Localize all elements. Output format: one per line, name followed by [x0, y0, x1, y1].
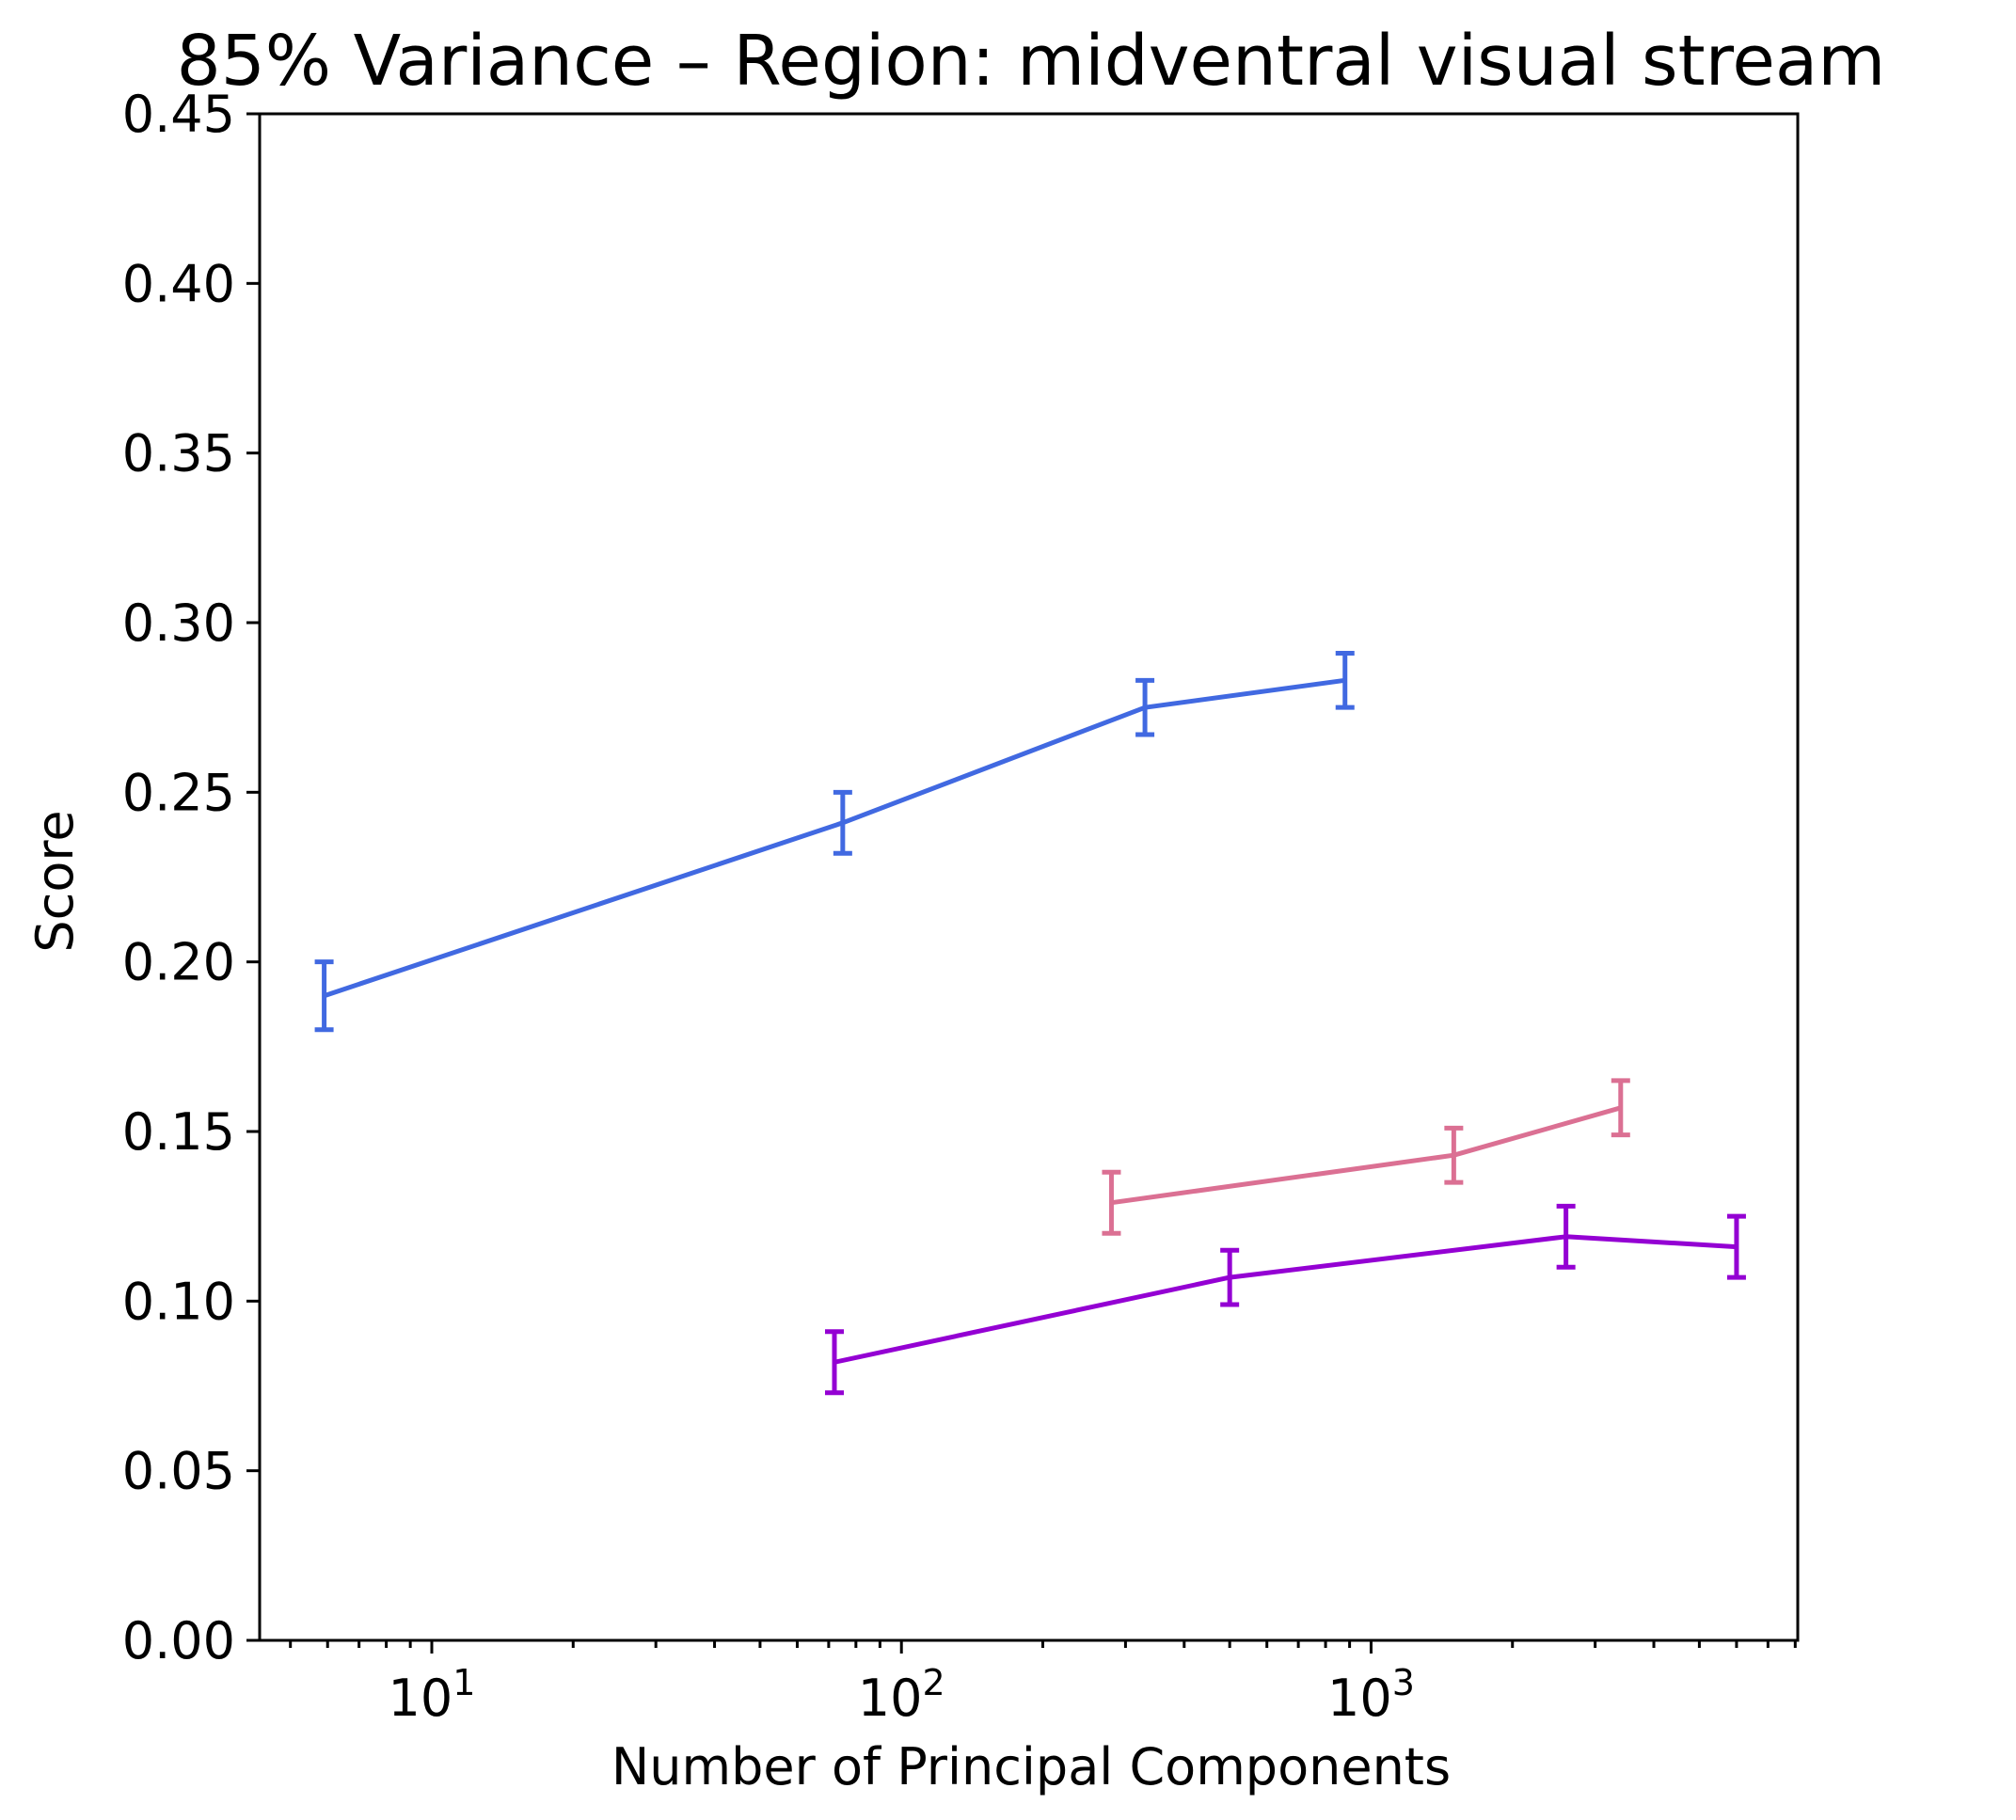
x-tick-label: 103 [1327, 1662, 1415, 1728]
y-tick-label: 0.10 [122, 1272, 235, 1331]
series-line-2 [1111, 1105, 1622, 1206]
x-axis-label: Number of Principal Components [611, 1737, 1451, 1796]
data-point [1144, 706, 1146, 708]
data-point [1736, 1246, 1738, 1248]
data-point [324, 995, 325, 997]
data-point [1565, 1236, 1567, 1238]
y-tick-label: 0.20 [122, 933, 235, 992]
data-point [1620, 1107, 1622, 1109]
data-point [833, 1361, 835, 1363]
data-point [1344, 679, 1346, 681]
plot-area: 0.00 0.05 0.10 0.15 0.20 0.25 0.30 0.35 0.40 0.45… [122, 85, 1800, 1728]
y-tick-label: 0.25 [122, 763, 235, 822]
x-tick-label: 101 [389, 1662, 476, 1728]
y-tick-label: 0.45 [122, 85, 235, 144]
series-line-3 [833, 1234, 1738, 1365]
data-point [1110, 1202, 1112, 1204]
y-tick-label: 0.35 [122, 424, 235, 483]
y-tick-label: 0.40 [122, 254, 235, 313]
data-point [1452, 1154, 1454, 1156]
x-tick-label: 102 [858, 1662, 945, 1728]
y-tick-label: 0.30 [122, 593, 235, 653]
plot-frame [258, 112, 1800, 1642]
y-tick-label: 0.15 [122, 1102, 235, 1162]
y-tick-label: 0.00 [122, 1611, 235, 1670]
y-axis-label: Score [25, 810, 85, 952]
series-line-1 [323, 677, 1346, 999]
chart-title: 85% Variance – Region: midventral visual… [177, 21, 1886, 102]
data-point [842, 822, 844, 824]
y-tick-label: 0.05 [122, 1442, 235, 1501]
